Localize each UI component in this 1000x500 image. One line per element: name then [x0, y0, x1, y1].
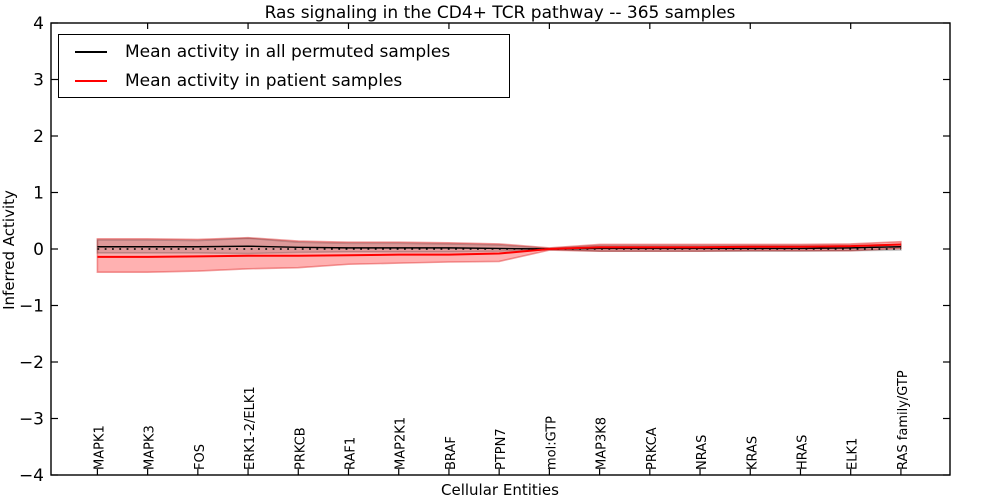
- y-tick-label: 1: [33, 184, 44, 204]
- x-tick-label: ELK1: [846, 438, 861, 470]
- x-tick-label: RAF1: [344, 437, 359, 470]
- x-tick-label: RAS family/GTP: [896, 370, 911, 470]
- x-tick-label: MAPK1: [92, 425, 107, 470]
- x-tick-label: MAP2K1: [394, 417, 409, 470]
- y-tick-label: 3: [33, 71, 44, 91]
- y-tick-label: 4: [33, 14, 44, 34]
- x-tick-label: ERK1-2/ELK1: [243, 386, 258, 470]
- x-tick-label: BRAF: [444, 436, 459, 470]
- x-tick-label: mol:GTP: [544, 416, 559, 470]
- series-line-0: [97, 245, 901, 250]
- permuted-range-band: [96, 237, 902, 255]
- x-tick-label: PTPN7: [494, 428, 509, 470]
- y-tick-label: −2: [19, 353, 44, 373]
- legend-label-patient: Mean activity in patient samples: [125, 70, 403, 91]
- patient-line-sample: [75, 79, 107, 82]
- legend: Mean activity in all permuted samples Me…: [58, 34, 510, 98]
- x-tick-label: PRKCA: [645, 427, 660, 470]
- x-tick-label: MAPK3: [143, 425, 158, 470]
- legend-entry-permuted: Mean activity in all permuted samples: [59, 42, 509, 62]
- x-tick-label: PRKCB: [293, 427, 308, 470]
- chart-title: Ras signaling in the CD4+ TCR pathway --…: [264, 3, 736, 23]
- y-tick-label: −4: [19, 466, 44, 486]
- legend-label-permuted: Mean activity in all permuted samples: [125, 41, 451, 62]
- legend-entry-patient: Mean activity in patient samples: [59, 71, 509, 91]
- y-tick-label: 2: [33, 127, 44, 147]
- series-line-1: [97, 243, 901, 258]
- y-tick-label: −1: [19, 297, 44, 317]
- x-tick-label: KRAS: [745, 436, 760, 470]
- x-tick-label: NRAS: [695, 435, 710, 470]
- y-tick-label: −3: [19, 410, 44, 430]
- x-tick-label: MAP3K8: [595, 417, 610, 470]
- x-axis-label: Cellular Entities: [441, 481, 559, 499]
- permuted-line-sample: [75, 50, 107, 53]
- x-tick-label: FOS: [193, 444, 208, 470]
- x-tick-label: HRAS: [795, 435, 810, 470]
- y-tick-label: 0: [33, 240, 44, 260]
